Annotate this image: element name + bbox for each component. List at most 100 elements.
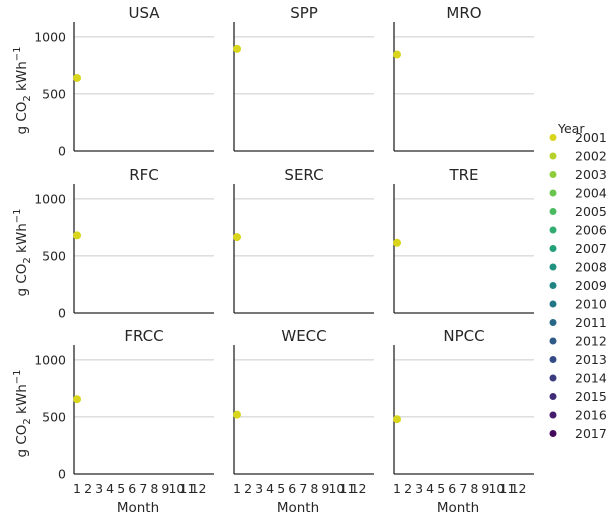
panel-title: TRE	[448, 166, 478, 184]
legend-label: 2012	[575, 334, 607, 349]
y-axis-label-subscript: 2	[22, 418, 33, 424]
legend-label: 2004	[575, 186, 607, 201]
legend-label: 2008	[575, 260, 607, 275]
legend-marker	[549, 337, 557, 345]
data-point	[73, 231, 81, 240]
x-tick-label: 10	[168, 481, 184, 496]
legend-marker	[549, 430, 557, 437]
legend-marker	[549, 171, 557, 178]
x-tick-label: 2	[244, 481, 252, 496]
x-tick-label: 4	[266, 481, 274, 496]
data-point	[233, 44, 241, 53]
y-axis-label-superscript: −1	[12, 46, 23, 61]
x-tick-label: 12	[351, 481, 367, 496]
panel-spp: SPP	[233, 4, 374, 152]
x-tick-label: 8	[470, 481, 478, 496]
y-axis-label-text: g CO	[14, 102, 30, 135]
x-tick-label: 12	[191, 481, 207, 496]
y-tick-label: 500	[42, 86, 66, 101]
y-axis-label: g CO2 kWh−1	[12, 46, 33, 134]
panel-mro: MRO	[393, 4, 534, 152]
y-axis-label-unit: kWh	[14, 223, 30, 257]
x-tick-label: 10	[488, 481, 504, 496]
legend-label: 2010	[575, 297, 607, 312]
y-tick-label: 1000	[34, 29, 66, 44]
legend-marker	[549, 189, 557, 197]
x-axis-label: Month	[277, 500, 319, 516]
legend-marker	[549, 208, 557, 215]
x-tick-label: 4	[426, 481, 434, 496]
panel-title: FRCC	[124, 327, 163, 345]
legend-label: 2016	[575, 408, 607, 423]
x-tick-label: 4	[106, 481, 114, 496]
x-tick-label: 1	[393, 481, 401, 496]
y-axis-label-text: g CO	[14, 264, 30, 297]
y-tick-label: 0	[58, 144, 66, 159]
data-point	[393, 415, 401, 424]
x-tick-label: 7	[459, 481, 467, 496]
legend-marker	[549, 134, 557, 141]
legend-label: 2011	[575, 315, 607, 330]
panel-title: NPCC	[443, 327, 484, 345]
legend-label: 2003	[575, 167, 607, 182]
x-tick-label: 8	[150, 481, 158, 496]
legend-label: 2007	[575, 241, 607, 256]
x-tick-label: 5	[437, 481, 445, 496]
x-tick-label: 11	[500, 481, 516, 496]
x-tick-label: 6	[128, 481, 136, 496]
y-axis-label-superscript: −1	[12, 208, 23, 223]
data-point	[73, 395, 81, 404]
y-axis-label-subscript: 2	[22, 257, 33, 263]
x-tick-label: 1	[73, 481, 81, 496]
x-tick-label: 9	[321, 481, 329, 496]
legend-label: 2015	[575, 389, 607, 404]
y-tick-label: 0	[58, 467, 66, 482]
x-tick-label: 8	[310, 481, 318, 496]
y-axis-label: g CO2 kWh−1	[12, 208, 33, 296]
legend-label: 2009	[575, 278, 607, 293]
legend-title: Year	[557, 121, 585, 136]
panel-title: WECC	[281, 327, 326, 345]
legend-marker	[549, 245, 557, 252]
x-tick-label: 7	[299, 481, 307, 496]
legend-label: 2001	[575, 130, 607, 145]
data-point	[393, 50, 401, 59]
y-tick-label: 500	[42, 248, 66, 263]
x-tick-label: 9	[161, 481, 169, 496]
y-axis-label-subscript: 2	[22, 95, 33, 101]
legend-label: 2002	[575, 149, 607, 164]
y-axis-label-text: g CO	[14, 425, 30, 458]
data-point	[73, 73, 81, 82]
y-tick-label: 500	[42, 409, 66, 424]
legend-marker	[549, 411, 557, 419]
y-axis-label-unit: kWh	[14, 384, 30, 418]
x-tick-label: 3	[95, 481, 103, 496]
x-tick-label: 5	[117, 481, 125, 496]
legend-label: 2006	[575, 223, 607, 238]
x-tick-label: 9	[481, 481, 489, 496]
panel-title: MRO	[446, 4, 481, 22]
legend-marker	[549, 300, 557, 308]
legend-label: 2013	[575, 352, 607, 367]
legend-marker	[549, 356, 557, 363]
x-tick-label: 6	[288, 481, 296, 496]
panel-title: SERC	[284, 166, 323, 184]
x-axis-label: Month	[117, 500, 159, 516]
y-axis-label-unit: kWh	[14, 61, 30, 95]
x-tick-label: 5	[277, 481, 285, 496]
legend-marker	[549, 263, 557, 271]
legend-marker	[549, 393, 557, 400]
y-axis-label-superscript: −1	[12, 369, 23, 384]
x-tick-label: 1	[233, 481, 241, 496]
x-tick-label: 10	[328, 481, 344, 496]
panel-title: USA	[128, 4, 160, 22]
y-tick-label: 1000	[34, 191, 66, 206]
x-tick-label: 6	[448, 481, 456, 496]
